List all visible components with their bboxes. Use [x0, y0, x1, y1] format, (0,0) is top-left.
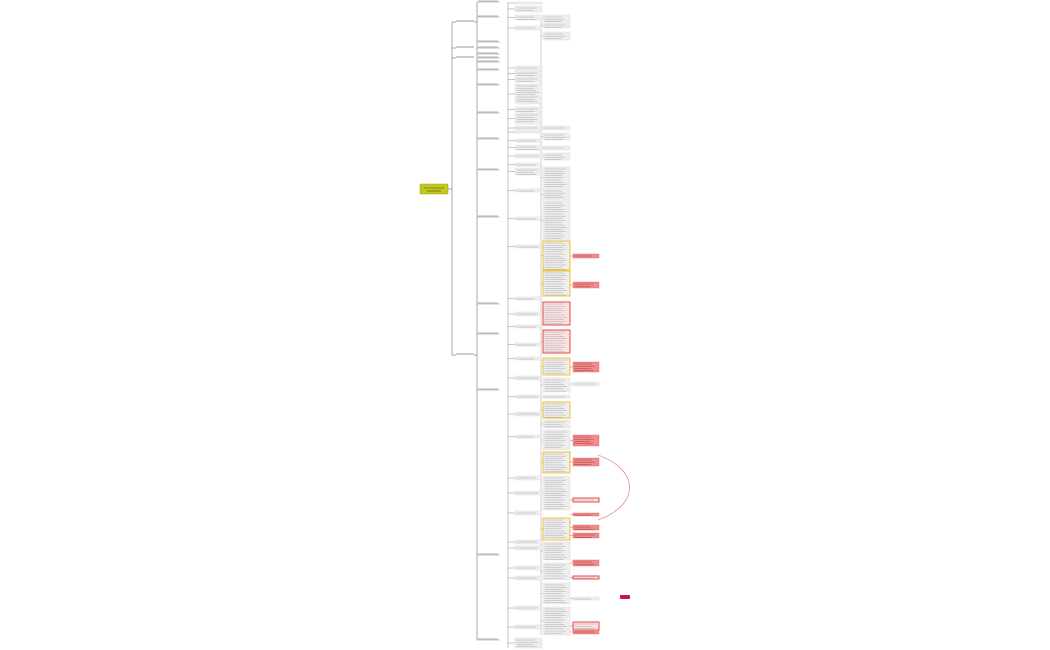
topic-node: [542, 429, 571, 451]
relation-curve: [597, 454, 630, 521]
note-node: [572, 559, 600, 567]
note-node: [572, 512, 600, 517]
topic-node: [514, 1, 543, 5]
topic-node: [542, 188, 571, 201]
topic-node: [572, 596, 600, 601]
topic-node: [514, 5, 543, 13]
topic-node: [514, 324, 543, 329]
topic-node: [514, 112, 543, 125]
topic-node: [514, 70, 543, 77]
topic-node: [514, 296, 543, 301]
topic-node: [514, 106, 543, 113]
topic-node: [514, 83, 543, 105]
topic-node: [514, 434, 543, 439]
topic-node: [514, 76, 543, 83]
topic-node: [514, 144, 543, 151]
topic-node: [542, 451, 571, 474]
topic-node: [542, 22, 571, 29]
topic-node: [514, 130, 543, 134]
topic-node: [514, 167, 543, 176]
topic-node: [542, 270, 571, 297]
topic-node: [542, 132, 571, 141]
topic-node: [514, 244, 543, 249]
nodes: [456, 0, 600, 649]
topic-node: [514, 394, 543, 399]
topic-node: [514, 138, 543, 143]
topic-node: [542, 606, 571, 636]
topic-node: [542, 166, 571, 189]
topic-node: [542, 541, 571, 561]
topic-node: [514, 216, 543, 221]
topic-node: [542, 152, 571, 161]
note-node: [572, 575, 600, 580]
note-node: [572, 281, 600, 289]
topic-node: [514, 342, 543, 347]
topic-node: [542, 14, 571, 23]
tag: [620, 595, 630, 599]
note-node: [572, 524, 600, 531]
topic-node: [514, 356, 543, 361]
topic-node: [542, 394, 571, 399]
topic-node: [514, 637, 543, 649]
note-node: [572, 532, 600, 539]
topic-node: [514, 162, 543, 167]
topic-node: [542, 377, 571, 393]
topic-node: [514, 188, 543, 193]
topic-node: [542, 401, 571, 419]
root-node: [419, 183, 449, 195]
note-node: [572, 434, 600, 447]
topic-node: [542, 582, 571, 605]
topic-node: [514, 14, 543, 21]
topic-node: [542, 475, 571, 511]
note-node: [572, 361, 600, 373]
